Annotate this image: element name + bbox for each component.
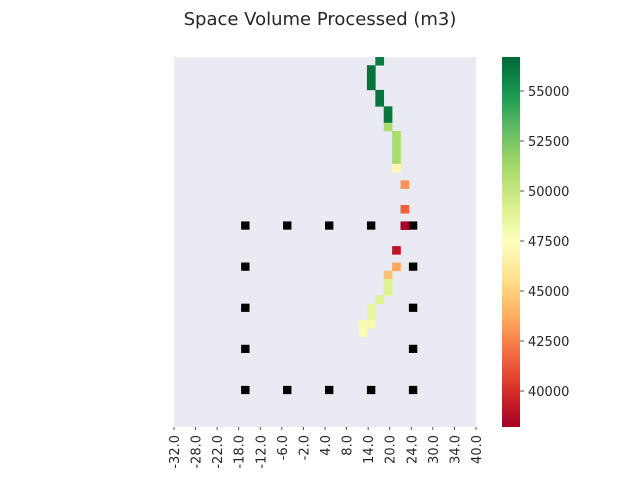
heatmap-cell xyxy=(383,279,393,288)
colorbar xyxy=(502,57,520,427)
heatmap-cell xyxy=(375,57,385,66)
marker-point xyxy=(408,303,418,312)
marker-point xyxy=(408,385,418,395)
heatmap-cell xyxy=(392,262,401,272)
marker-point xyxy=(366,385,376,395)
x-tick-label: -22.0 xyxy=(211,435,226,469)
marker-point xyxy=(408,344,418,353)
heatmap-cell xyxy=(366,81,376,91)
heatmap-cell xyxy=(400,180,410,189)
heatmap-cell xyxy=(383,106,393,115)
heatmap-cells xyxy=(358,57,410,337)
heatmap-cell xyxy=(383,122,393,132)
colorbar-ticks: 40000 42500 45000 47500 50000 52500 55000 xyxy=(520,85,569,400)
x-tick-label: 20.0 xyxy=(384,435,399,464)
marker-point xyxy=(366,221,376,230)
marker-point xyxy=(283,385,292,395)
heatmap-cell xyxy=(358,320,368,329)
heatmap-cell xyxy=(400,205,410,214)
marker-point xyxy=(408,221,418,230)
heatmap-cell xyxy=(392,131,401,140)
marker-point xyxy=(408,262,418,271)
heatmap-cell xyxy=(400,221,410,230)
marker-point xyxy=(283,221,292,230)
marker-point xyxy=(325,385,334,395)
x-tick-label: -18.0 xyxy=(233,435,248,469)
x-tick-label: 40.0 xyxy=(470,435,485,464)
heatmap-cell xyxy=(375,89,385,99)
x-tick-label: -12.0 xyxy=(254,435,269,469)
heatmap-cell xyxy=(366,73,376,82)
heatmap-cell xyxy=(383,114,393,124)
heatmap-cell xyxy=(392,246,401,255)
heatmap-cell xyxy=(366,65,376,74)
marker-point xyxy=(241,385,250,395)
colorbar-tick-label: 40000 xyxy=(528,385,569,400)
colorbar-tick-label: 50000 xyxy=(528,185,569,200)
heatmap-cell xyxy=(392,147,401,156)
heatmap-cell xyxy=(392,163,401,173)
x-axis-ticks: -32.0 -28.0 -22.0 -18.0 -12.0 -6.0 -2.0 4.0 8.0 1… xyxy=(168,427,485,469)
x-tick-label: 8.0 xyxy=(341,435,356,456)
chart-title: Space Volume Processed (m3) xyxy=(184,9,457,30)
heatmap-cell xyxy=(375,98,385,107)
x-tick-label: 14.0 xyxy=(362,435,377,464)
heatmap-cell xyxy=(375,295,385,304)
x-tick-label: -6.0 xyxy=(276,435,291,460)
marker-point xyxy=(325,221,334,230)
marker-point xyxy=(241,262,250,271)
heatmap-cell xyxy=(366,303,376,313)
marker-points xyxy=(241,221,418,395)
marker-point xyxy=(241,221,250,230)
marker-point xyxy=(241,344,250,353)
x-tick-label: -32.0 xyxy=(168,435,183,469)
x-tick-label: 34.0 xyxy=(448,435,463,464)
heatmap-cell xyxy=(358,328,368,337)
x-tick-label: -2.0 xyxy=(297,435,312,460)
heatmap-cell xyxy=(392,155,401,165)
heatmap-cell xyxy=(383,270,393,280)
heatmap-cell xyxy=(366,320,376,329)
x-tick-label: 4.0 xyxy=(319,435,334,456)
plot-area xyxy=(174,57,476,427)
x-tick-label: 30.0 xyxy=(427,435,442,464)
x-tick-label: 24.0 xyxy=(405,435,420,464)
marker-point xyxy=(241,303,250,312)
heatmap-cell xyxy=(383,287,393,296)
colorbar-tick-label: 42500 xyxy=(528,335,569,350)
heatmap-cell xyxy=(366,311,376,321)
x-tick-label: -28.0 xyxy=(190,435,205,469)
heatmap-cell xyxy=(392,139,401,148)
colorbar-tick-label: 47500 xyxy=(528,235,569,250)
colorbar-tick-label: 45000 xyxy=(528,285,569,300)
colorbar-tick-label: 55000 xyxy=(528,85,569,100)
colorbar-tick-label: 52500 xyxy=(528,135,569,150)
